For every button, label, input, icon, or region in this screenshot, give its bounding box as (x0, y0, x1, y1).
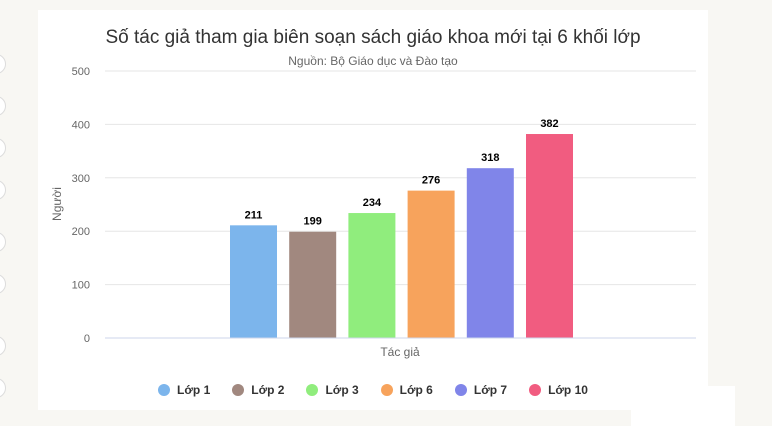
bar-lớp-2[interactable] (289, 231, 337, 338)
legend-swatch (529, 384, 542, 396)
legend-item[interactable]: Lớp 3 (306, 383, 359, 397)
data-label: 211 (245, 209, 263, 221)
legend: Lớp 1 Lớp 2 Lớp 3 Lớp 6 Lớp 7 Lớp 10 (38, 383, 708, 397)
legend-swatch (454, 384, 467, 396)
legend-swatch (306, 384, 319, 396)
y-axis-label: Người (50, 187, 64, 221)
y-tick-label: 0 (84, 333, 90, 345)
y-axis-ticks: 0 100 200 300 400 500 (72, 66, 90, 345)
circle-icon (0, 96, 6, 116)
data-label: 276 (422, 175, 440, 187)
bar-lớp-3[interactable] (348, 213, 396, 338)
legend-item[interactable]: Lớp 10 (529, 383, 588, 397)
circle-icon (0, 138, 6, 158)
y-tick-label: 100 (72, 280, 90, 292)
data-label: 234 (363, 197, 382, 209)
bar-lớp-10[interactable] (526, 134, 573, 338)
data-label: 382 (540, 118, 558, 130)
circle-icon (0, 336, 6, 356)
legend-label: Lớp 2 (251, 383, 285, 397)
y-tick-label: 300 (72, 173, 90, 185)
legend-item[interactable]: Lớp 7 (454, 383, 508, 397)
circle-icon (0, 180, 6, 200)
circle-icon (0, 378, 6, 398)
y-tick-label: 400 (72, 119, 90, 131)
bar-layer (230, 134, 573, 338)
chart-plot: 0 100 200 300 400 500 211 199 234 276 318 382 Ngườ… (50, 66, 696, 359)
legend-label: Lớp 10 (548, 383, 588, 397)
legend-swatch (380, 384, 393, 396)
bar-lớp-6[interactable] (407, 190, 455, 338)
circle-icon (0, 54, 6, 74)
left-edge-decoration (0, 0, 6, 426)
grid-layer (105, 70, 696, 286)
x-axis-label: Tác giả (380, 345, 420, 359)
chart-subtitle: Nguồn: Bộ Giáo dục và Đào tạo (288, 54, 458, 68)
legend-swatch (232, 384, 245, 396)
legend-label: Lớp 1 (177, 383, 211, 397)
legend-label: Lớp 7 (473, 383, 508, 397)
bar-lớp-1[interactable] (230, 225, 277, 338)
legend-item[interactable]: Lớp 1 (158, 383, 210, 397)
legend-item[interactable]: Lớp 2 (232, 383, 284, 397)
data-label: 318 (481, 152, 499, 164)
y-tick-label: 500 (72, 66, 90, 78)
bar-lớp-7[interactable] (466, 168, 514, 338)
y-tick-label: 200 (72, 226, 90, 238)
legend-label: Lớp 6 (399, 383, 433, 397)
legend-label: Lớp 3 (325, 383, 359, 397)
data-label: 199 (304, 216, 322, 228)
legend-item[interactable]: Lớp 6 (380, 383, 433, 397)
legend-swatch (158, 384, 171, 396)
data-label-layer: 211 199 234 276 318 382 (245, 118, 559, 228)
circle-icon (0, 232, 6, 252)
circle-icon (0, 274, 6, 294)
chart-title: Số tác giả tham gia biên soạn sách giáo … (105, 27, 641, 48)
chart-card: Số tác giả tham gia biên soạn sách giáo … (38, 10, 708, 410)
